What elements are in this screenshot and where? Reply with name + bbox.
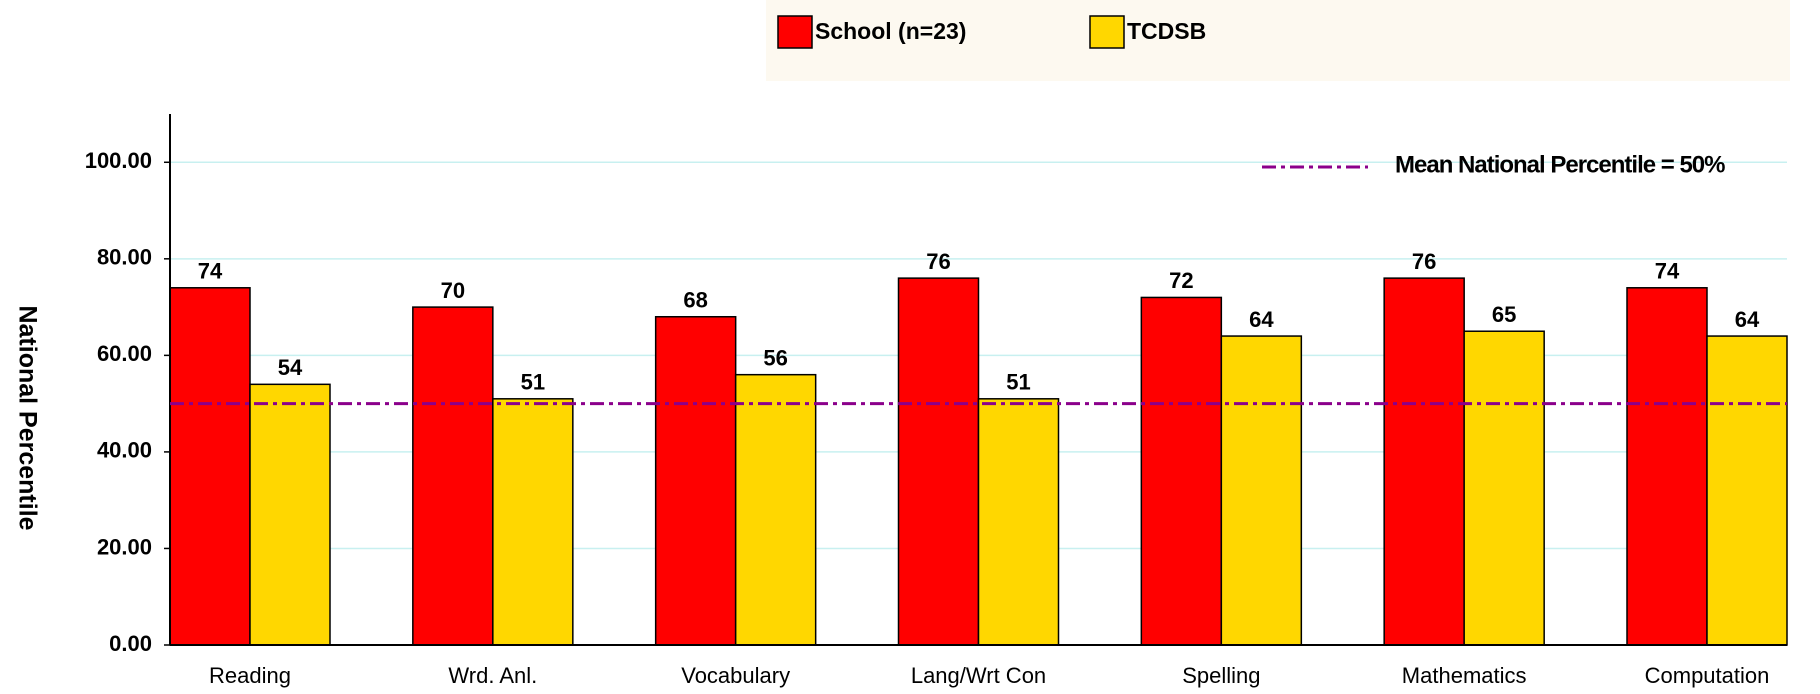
x-tick-label: Spelling [1182, 663, 1260, 688]
legend-label: School (n=23) [815, 18, 966, 44]
bar [492, 398, 574, 646]
bar [897, 277, 980, 646]
value-label: 56 [763, 345, 787, 370]
bar [1140, 296, 1223, 646]
value-label: 76 [926, 249, 950, 274]
bar [654, 315, 737, 646]
value-label: 72 [1169, 268, 1193, 293]
value-label: 70 [441, 278, 465, 303]
reference-label: Mean National Percentile = 50% [1395, 151, 1725, 178]
value-label: 68 [683, 288, 707, 313]
x-tick-label: Mathematics [1402, 663, 1527, 688]
bar [169, 287, 251, 646]
value-label: 54 [278, 355, 303, 380]
value-label: 74 [1655, 259, 1680, 284]
legend-swatch [1089, 15, 1125, 49]
y-tick-label: 80.00 [97, 245, 152, 270]
bar [734, 373, 817, 646]
bar [1383, 277, 1465, 646]
x-tick-label: Computation [1645, 663, 1770, 688]
bar [1706, 335, 1788, 646]
y-tick-label: 0.00 [109, 631, 152, 656]
y-tick-label: 100.00 [85, 148, 152, 173]
bar [412, 306, 494, 646]
bar [1626, 287, 1708, 646]
x-tick-label: Reading [209, 663, 291, 688]
value-label: 65 [1492, 302, 1516, 327]
y-tick-label: 60.00 [97, 341, 152, 366]
y-tick-label: 20.00 [97, 534, 152, 559]
value-label: 74 [198, 259, 223, 284]
y-tick-label: 40.00 [97, 438, 152, 463]
legend-swatch [777, 15, 813, 49]
value-label: 64 [1735, 307, 1760, 332]
value-label: 51 [521, 370, 545, 395]
bar [1463, 330, 1545, 646]
bar [977, 398, 1060, 646]
x-tick-label: Vocabulary [681, 663, 790, 688]
x-tick-label: Wrd. Anl. [448, 663, 537, 688]
legend-background [766, 0, 1790, 81]
legend-label: TCDSB [1127, 18, 1206, 44]
value-label: 76 [1412, 249, 1436, 274]
x-tick-label: Lang/Wrt Con [911, 663, 1046, 688]
y-axis-label: National Percentile [13, 305, 41, 530]
bar [249, 383, 331, 646]
value-label: 64 [1249, 307, 1274, 332]
value-label: 51 [1006, 370, 1030, 395]
bar [1220, 335, 1303, 646]
